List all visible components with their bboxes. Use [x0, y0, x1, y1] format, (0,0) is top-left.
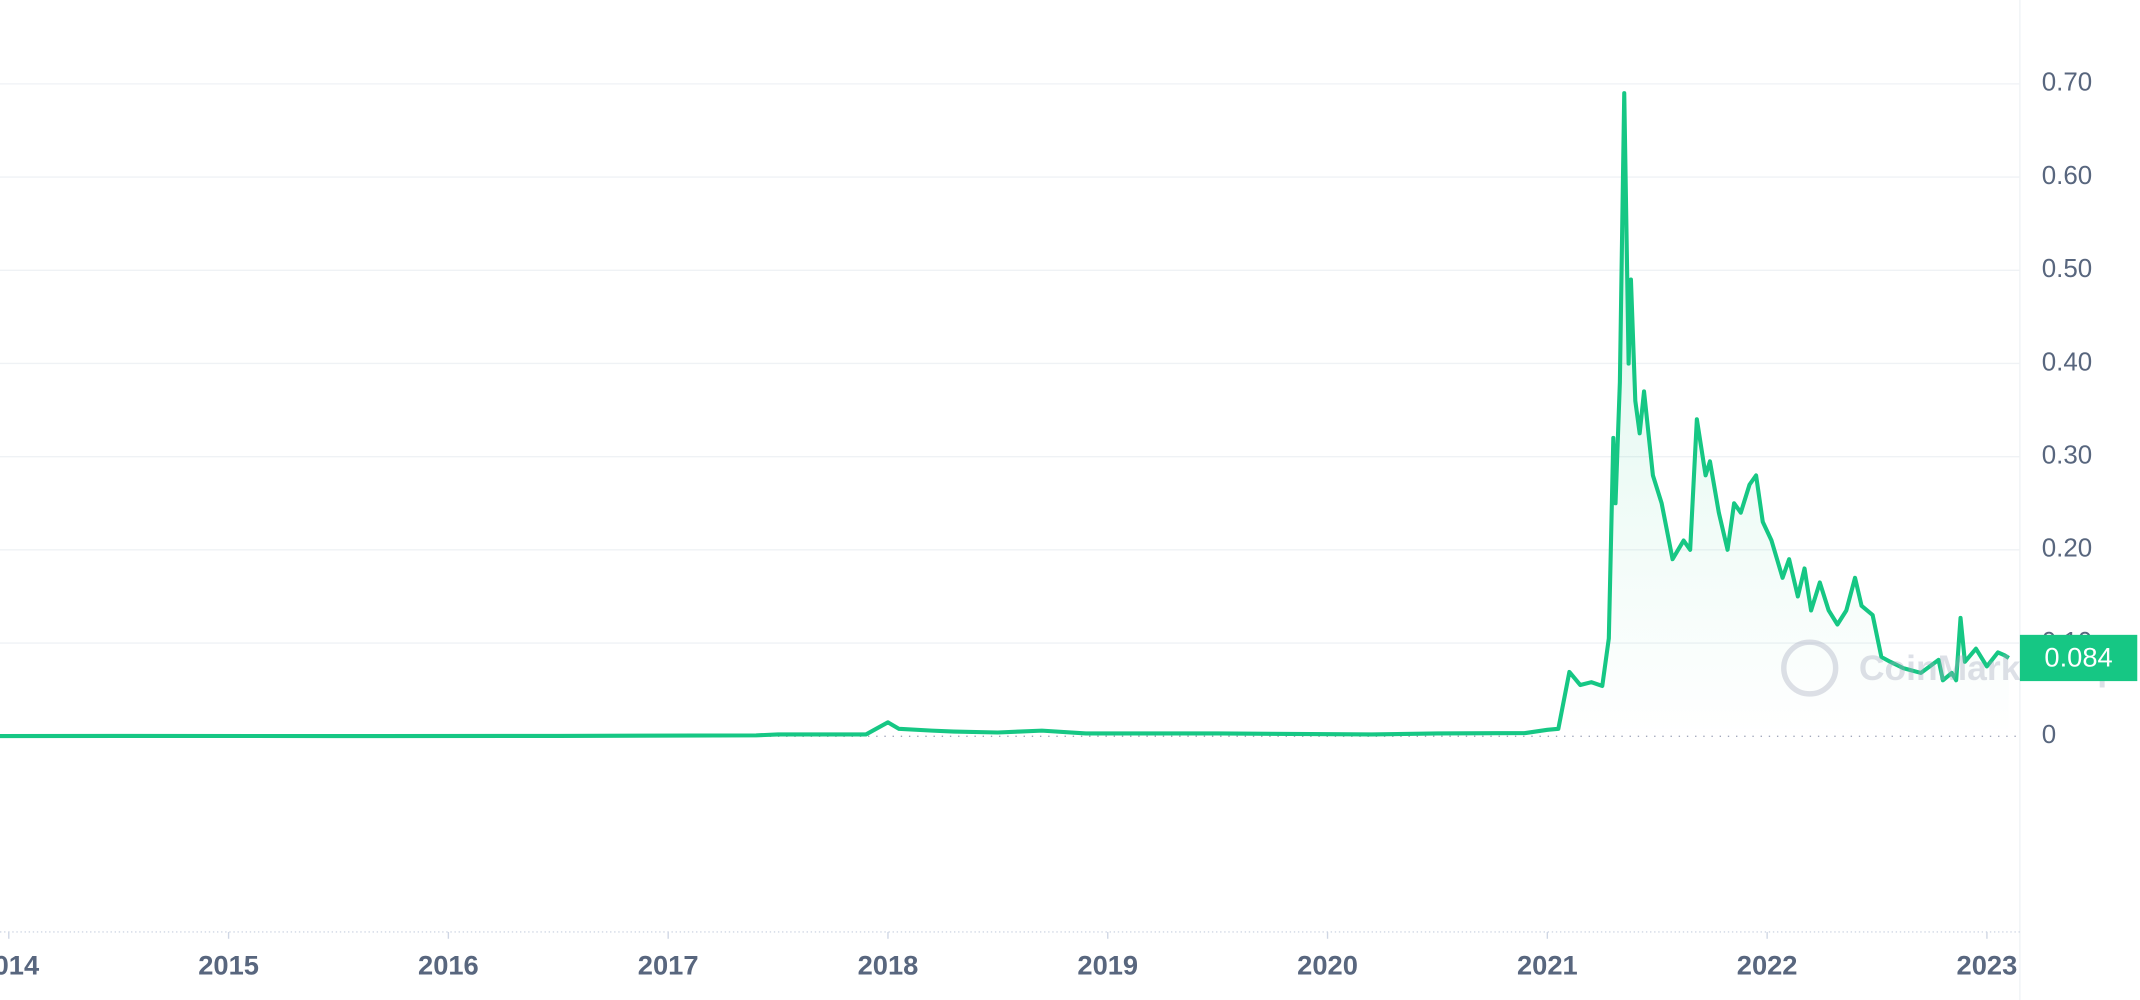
labels: 00.100.200.300.400.500.600.7020142015201… [0, 69, 2138, 981]
x-tick-label: 2017 [638, 950, 699, 981]
x-tick-label: 2014 [0, 950, 40, 981]
x-tick-label: 2020 [1297, 950, 1358, 981]
current-price-badge [2019, 634, 2138, 682]
y-tick-label: 0.40 [2042, 348, 2092, 376]
y-tick-label: 0 [2042, 721, 2056, 749]
y-tick-label: 0.50 [2042, 255, 2092, 283]
watermark-logo [1781, 639, 1839, 697]
y-tick-label: 0.70 [2042, 69, 2092, 97]
y-tick-label: 0.60 [2042, 162, 2092, 190]
plot [0, 91, 2010, 739]
price-line [0, 91, 2010, 739]
area-fill [0, 93, 2009, 737]
current-price-label: 0.084 [2044, 642, 2112, 673]
x-tick-label: 2021 [1517, 950, 1578, 981]
x-tick-label: 2019 [1077, 950, 1138, 981]
x-tick-label: 2023 [1957, 950, 2018, 981]
y-tick-label: 0.30 [2042, 442, 2092, 470]
y-tick-label: 0.20 [2042, 535, 2092, 563]
x-tick-label: 2016 [418, 950, 479, 981]
x-tick-label: 2018 [858, 950, 919, 981]
x-tick-label: 2015 [198, 950, 259, 981]
x-tick-label: 2022 [1737, 950, 1798, 981]
